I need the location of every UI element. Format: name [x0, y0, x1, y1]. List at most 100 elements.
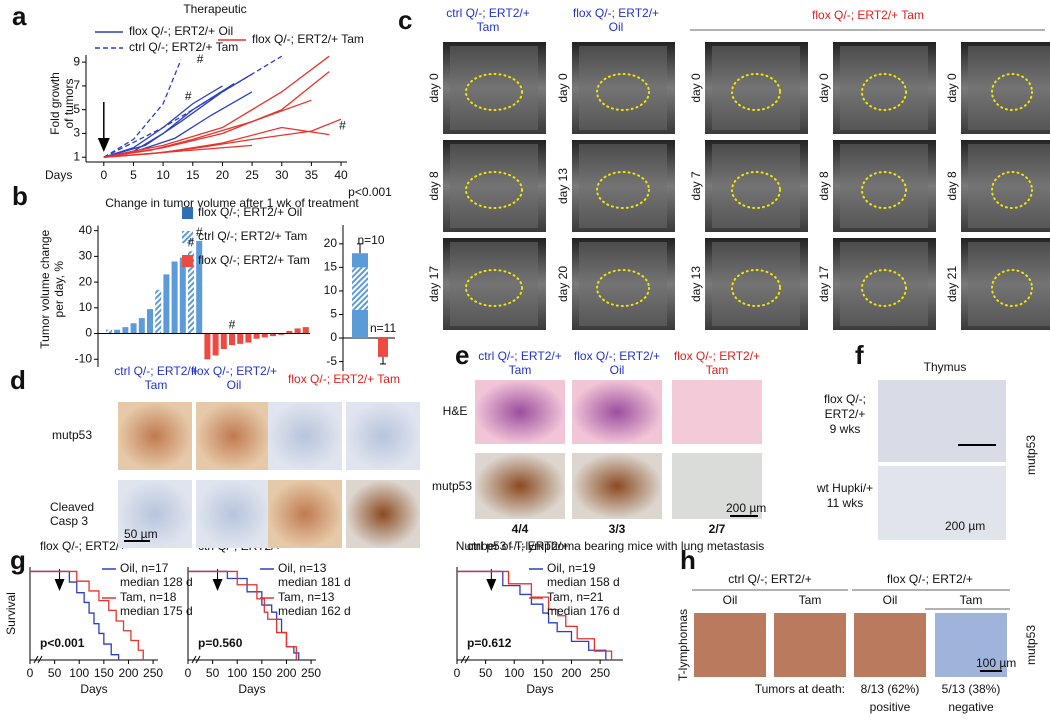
axis-break — [191, 655, 201, 664]
column-header: Oil — [723, 593, 738, 607]
y-tick-label: -10 — [75, 351, 93, 365]
bar — [138, 318, 145, 334]
x-axis-label: Days — [238, 682, 265, 696]
panel-letter: h — [680, 545, 696, 575]
y-tick-label: 5 — [330, 307, 337, 321]
n-label: n=11 — [370, 321, 396, 335]
ihc-image — [118, 402, 192, 470]
row-label: wt Hupki/+ 11 wks — [816, 481, 873, 510]
scale-label: 200 µm — [726, 501, 766, 515]
bar — [245, 333, 252, 343]
arrow-head — [97, 138, 110, 152]
panel-letter: g — [10, 545, 26, 575]
bar — [147, 309, 153, 334]
legend-swatch — [182, 231, 193, 243]
bar — [237, 333, 244, 344]
column-header: flox Q/-; ERT2/+ Tam — [288, 372, 400, 386]
column-header: Oil — [883, 593, 898, 607]
bar — [188, 251, 194, 334]
legend-note: median 181 d — [278, 575, 351, 589]
x-tick-label: 0 — [454, 666, 461, 680]
he-image — [475, 380, 565, 444]
legend-label: Tam, n=21 — [547, 590, 604, 604]
day-label: day 0 — [427, 73, 441, 103]
y-axis-label: Fold growthof tumors — [48, 72, 76, 135]
day-label: day 8 — [427, 171, 441, 201]
panel-letter: f — [855, 340, 864, 370]
x-tick-label: 200 — [118, 666, 138, 680]
panel-letter: a — [12, 1, 27, 31]
survival-curve — [457, 570, 613, 660]
survival-curve — [457, 570, 607, 660]
y-tick-label: 20 — [79, 274, 93, 288]
p-value: p<0.001 — [40, 636, 85, 650]
column-header-line: flox Q/-; ERT2/+ — [574, 349, 660, 363]
axis-break — [460, 655, 470, 664]
panel-letter: c — [398, 5, 412, 35]
column-header-line: flox Q/-; ERT2/+ — [674, 349, 760, 363]
y-tick-label: 7 — [73, 78, 80, 92]
column-header-line: Tam — [145, 378, 168, 392]
column-header: flox Q/-; ERT2/+ Oil — [574, 349, 660, 377]
tumor-outline — [731, 269, 781, 307]
ultrasound-sector — [450, 144, 538, 228]
column-header: ctrl Q/-; ERT2/+ Tam — [114, 364, 197, 392]
scale-label: 100 µm — [976, 656, 1016, 670]
column-header-line: Tam — [477, 20, 500, 34]
y-tick-label: 15 — [324, 260, 338, 274]
survival-curve — [30, 570, 120, 660]
row-label-line: Cleaved — [50, 500, 94, 514]
row-label: T-lymphomas — [676, 609, 690, 681]
y-tick-label: 5 — [73, 102, 80, 116]
day-label: day 17 — [427, 266, 441, 302]
ihc-image — [572, 453, 662, 519]
scale-label: 200 µm — [945, 519, 985, 533]
he-image — [572, 380, 662, 444]
y-axis-label-line: per day, % — [52, 261, 66, 318]
legend-label: flox Q/-; ERT2/+ Tam — [252, 32, 364, 46]
annotation: # — [196, 225, 203, 239]
column-header-line: flox Q/-; ERT2/+ — [191, 364, 277, 378]
bar — [294, 328, 301, 334]
y-axis-label: Survival — [4, 592, 18, 635]
ultrasound-sector — [579, 144, 667, 228]
x-tick-label: 150 — [94, 666, 114, 680]
scale-label: 50 µm — [124, 527, 158, 541]
x-tick-label: 50 — [48, 666, 62, 680]
bar — [196, 240, 203, 334]
thymus-image — [878, 380, 1006, 462]
bar-segment — [378, 338, 388, 357]
tumor-outline — [596, 171, 650, 209]
column-header: flox Q/-; ERT2/+ Oil — [191, 364, 277, 392]
he-image — [672, 380, 762, 444]
y-axis-label-line: Tumor volume change — [38, 229, 52, 348]
arrow-head — [212, 579, 223, 591]
x-tick-label: 0 — [185, 666, 192, 680]
ultrasound-sector — [712, 144, 800, 228]
column-header: ctrl Q/-; ERT2/+ Tam — [446, 6, 529, 34]
tumor-outline — [465, 171, 523, 209]
day-label: day 13 — [689, 266, 703, 302]
x-axis-label: Days — [45, 168, 72, 182]
ihc-image — [346, 480, 420, 548]
ihc-image — [196, 402, 270, 470]
x-tick-label: 100 — [69, 666, 89, 680]
column-header-line: flox Q/-; ERT2/+ Tam — [812, 8, 924, 22]
x-tick-label: 150 — [533, 666, 553, 680]
n-label: n=10 — [357, 233, 384, 247]
tumor-outline — [861, 73, 907, 111]
ultrasound-sector — [712, 242, 800, 326]
x-tick-label: 35 — [305, 168, 319, 182]
x-tick-label: 0 — [100, 168, 107, 182]
ihc-image — [672, 453, 762, 519]
legend-note: median 176 d — [547, 604, 620, 618]
bar-segment — [352, 309, 368, 339]
axis-break — [33, 655, 43, 664]
count-label: 2/7 — [709, 522, 726, 536]
ihc-image — [118, 480, 192, 548]
legend-label: Tam, n=13 — [278, 590, 335, 604]
bar — [270, 333, 276, 337]
ihc-image — [346, 402, 420, 470]
legend-label: ctrl Q/-; ERT2/+ Tam — [198, 229, 307, 243]
bar — [130, 323, 137, 334]
